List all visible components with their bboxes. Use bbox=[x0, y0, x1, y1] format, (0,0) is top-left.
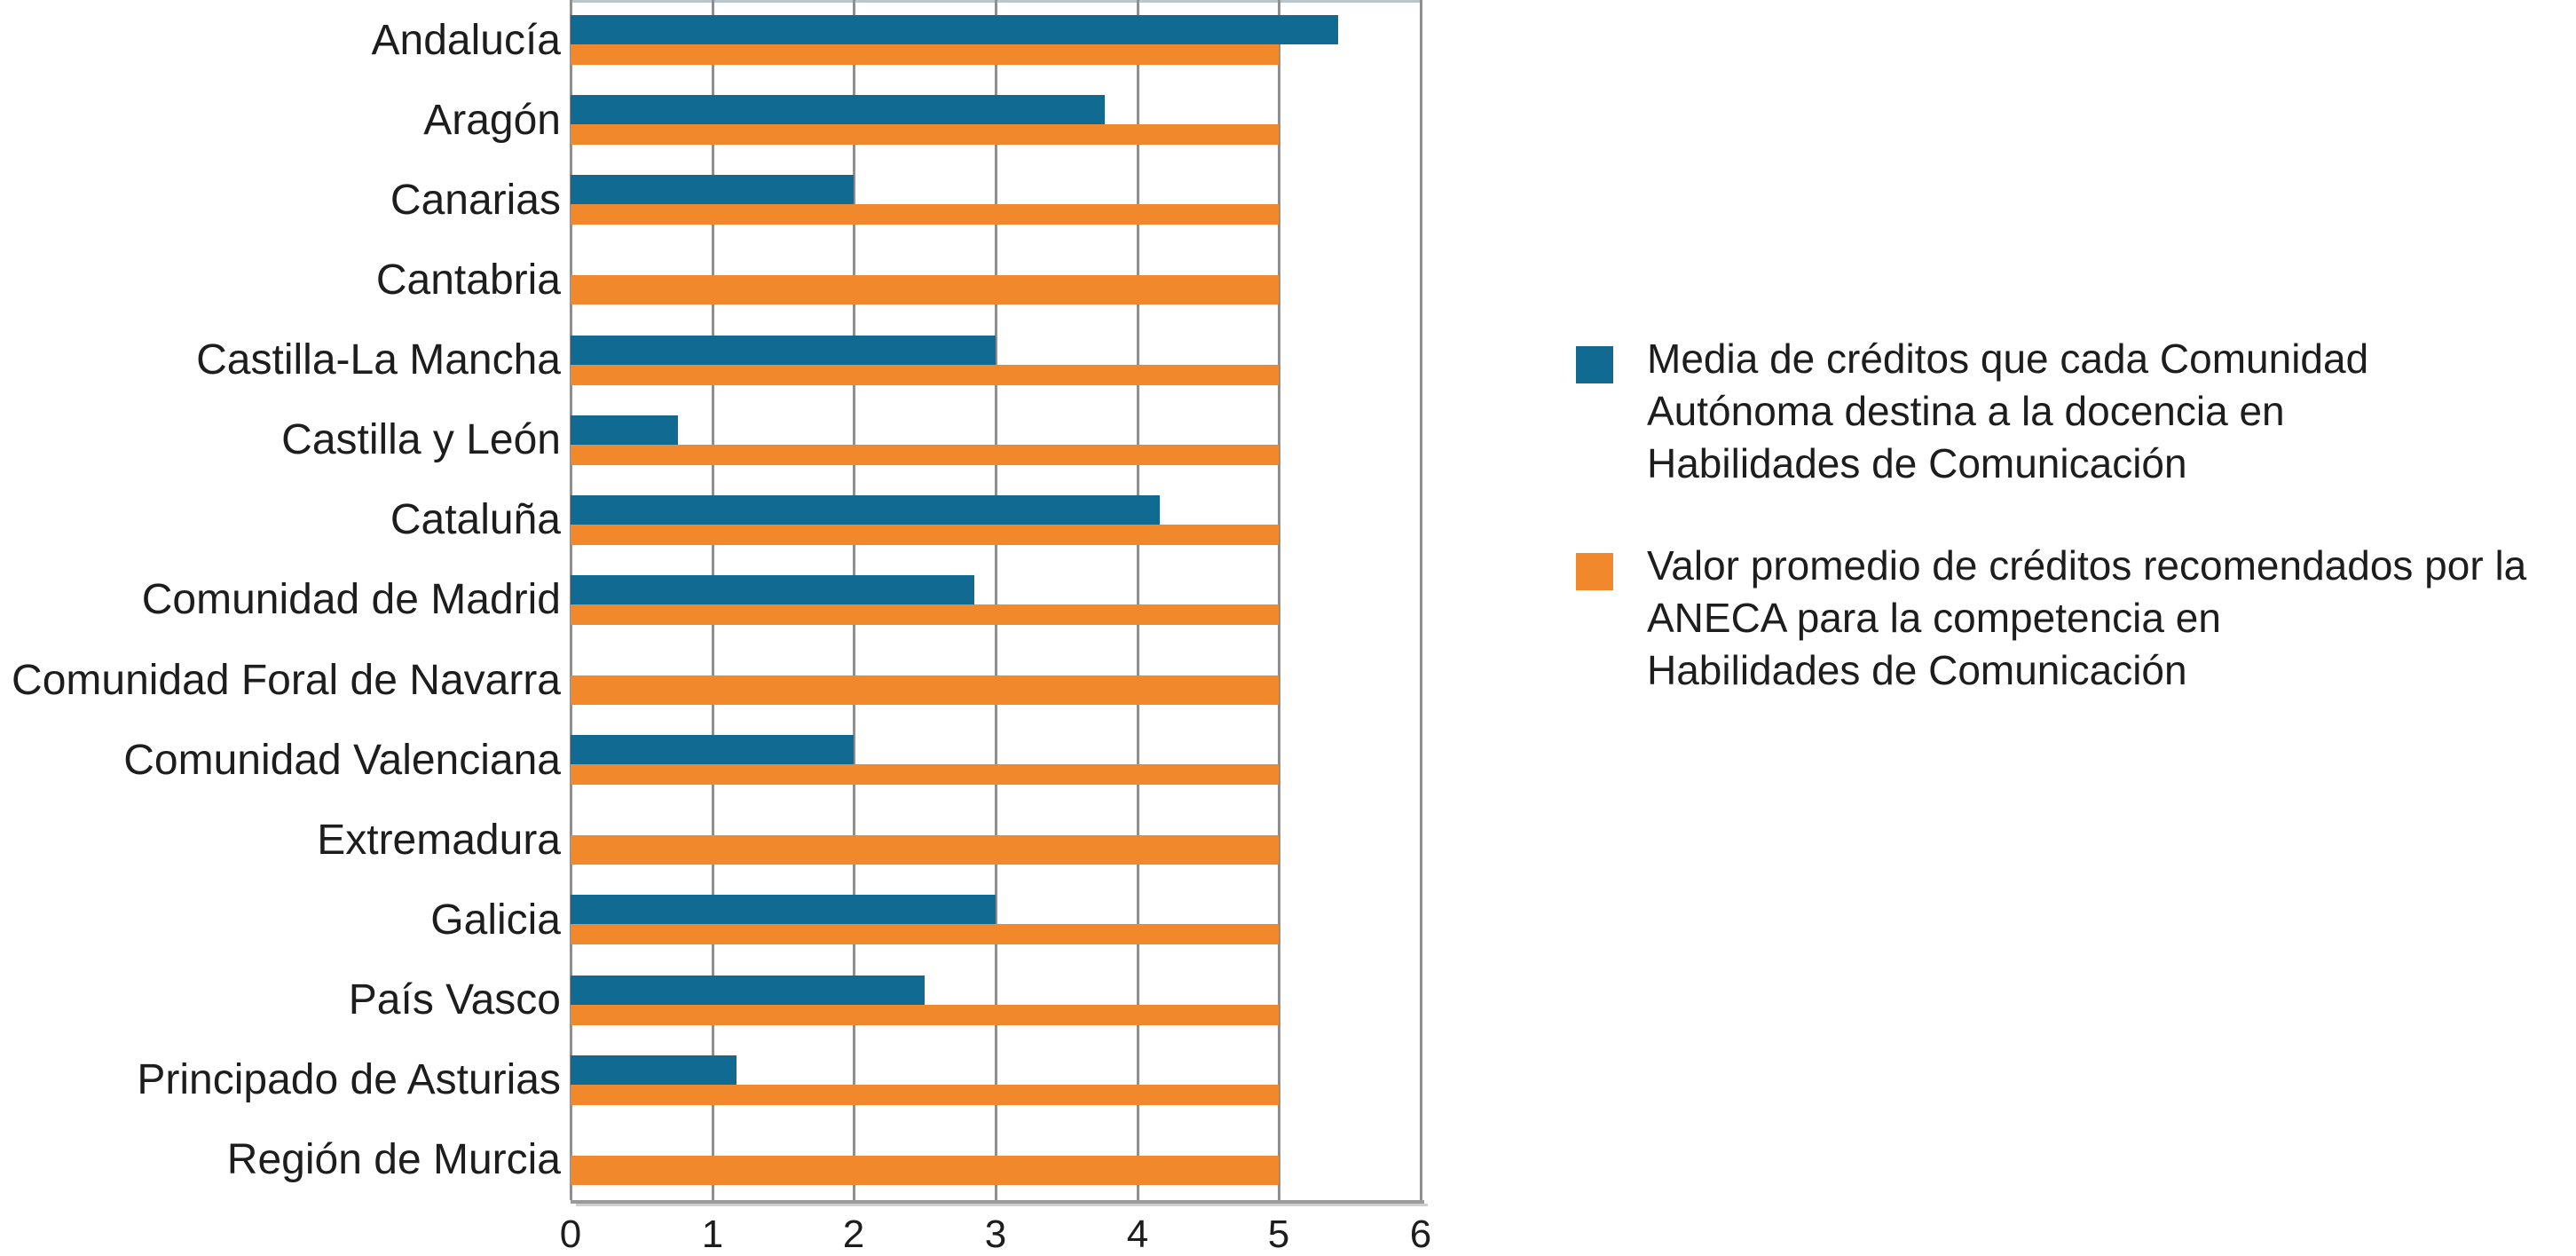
gridline-x-4 bbox=[1137, 0, 1139, 1200]
legend-label-1: Valor promedio de créditos recomendados … bbox=[1647, 542, 2527, 693]
bar-media-creditos-0 bbox=[571, 15, 1338, 44]
category-label-4: Castilla-La Mancha bbox=[196, 336, 561, 384]
x-tick-label-0: 0 bbox=[559, 1213, 582, 1256]
bar-valor-aneca-9 bbox=[571, 764, 1279, 786]
x-tick-label-5: 5 bbox=[1267, 1213, 1290, 1256]
legend-item-1: Valor promedio de créditos recomendados … bbox=[1576, 540, 2526, 697]
gridline-x-6 bbox=[1420, 0, 1422, 1200]
x-tick-label-4: 4 bbox=[1126, 1213, 1149, 1256]
bar-media-creditos-12 bbox=[571, 975, 925, 1005]
plot-area bbox=[570, 0, 1422, 1200]
bar-media-creditos-13 bbox=[571, 1055, 737, 1085]
category-label-9: Comunidad Valenciana bbox=[123, 736, 561, 784]
category-label-2: Canarias bbox=[390, 176, 561, 224]
category-label-3: Cantabria bbox=[375, 256, 561, 304]
bar-valor-aneca-0 bbox=[571, 44, 1279, 65]
bar-media-creditos-6 bbox=[571, 494, 1160, 525]
legend-swatch-blue bbox=[1576, 346, 1613, 383]
category-label-0: Andalucía bbox=[371, 16, 562, 64]
bar-valor-aneca-12 bbox=[571, 1004, 1279, 1025]
legend-label-0: Media de créditos que cada Comunidad Aut… bbox=[1647, 336, 2369, 486]
category-label-10: Extremadura bbox=[317, 816, 561, 864]
bar-valor-aneca-1 bbox=[571, 124, 1279, 146]
x-tick-label-3: 3 bbox=[984, 1213, 1007, 1256]
bar-valor-aneca-14 bbox=[571, 1155, 1279, 1185]
gridline-x-3 bbox=[995, 0, 997, 1200]
bar-valor-aneca-4 bbox=[571, 364, 1279, 385]
bar-media-creditos-9 bbox=[571, 735, 854, 765]
bar-valor-aneca-10 bbox=[571, 835, 1279, 865]
bar-media-creditos-5 bbox=[571, 415, 678, 445]
category-label-11: Galicia bbox=[430, 897, 561, 944]
category-label-14: Región de Murcia bbox=[226, 1136, 561, 1184]
bar-media-creditos-11 bbox=[571, 895, 996, 925]
bar-media-creditos-2 bbox=[571, 175, 854, 205]
x-tick-label-6: 6 bbox=[1409, 1213, 1432, 1256]
x-tick-label-2: 2 bbox=[842, 1213, 865, 1256]
bar-valor-aneca-8 bbox=[571, 675, 1279, 706]
category-label-13: Principado de Asturias bbox=[137, 1056, 561, 1104]
bar-valor-aneca-7 bbox=[571, 604, 1279, 625]
bar-valor-aneca-13 bbox=[571, 1084, 1279, 1105]
category-label-5: Castilla y León bbox=[281, 416, 561, 464]
gridline-x-5 bbox=[1278, 0, 1280, 1200]
x-tick-label-1: 1 bbox=[701, 1213, 724, 1256]
bar-media-creditos-4 bbox=[571, 335, 996, 365]
x-axis-shadow bbox=[576, 1204, 1428, 1206]
category-label-8: Comunidad Foral de Navarra bbox=[12, 656, 561, 704]
bar-media-creditos-1 bbox=[571, 95, 1105, 125]
bar-valor-aneca-6 bbox=[571, 524, 1279, 545]
category-label-6: Cataluña bbox=[390, 496, 561, 544]
category-label-1: Aragón bbox=[423, 96, 561, 144]
bar-valor-aneca-3 bbox=[571, 275, 1279, 305]
category-label-7: Comunidad de Madrid bbox=[141, 576, 561, 624]
x-axis-line bbox=[571, 1200, 1424, 1204]
bar-media-creditos-7 bbox=[571, 574, 974, 604]
bar-valor-aneca-2 bbox=[571, 204, 1279, 225]
category-label-12: País Vasco bbox=[348, 976, 561, 1024]
bar-valor-aneca-5 bbox=[571, 444, 1279, 465]
bar-valor-aneca-11 bbox=[571, 924, 1279, 945]
legend-swatch-orange bbox=[1576, 553, 1613, 590]
legend-item-0: Media de créditos que cada Comunidad Aut… bbox=[1576, 333, 2368, 490]
